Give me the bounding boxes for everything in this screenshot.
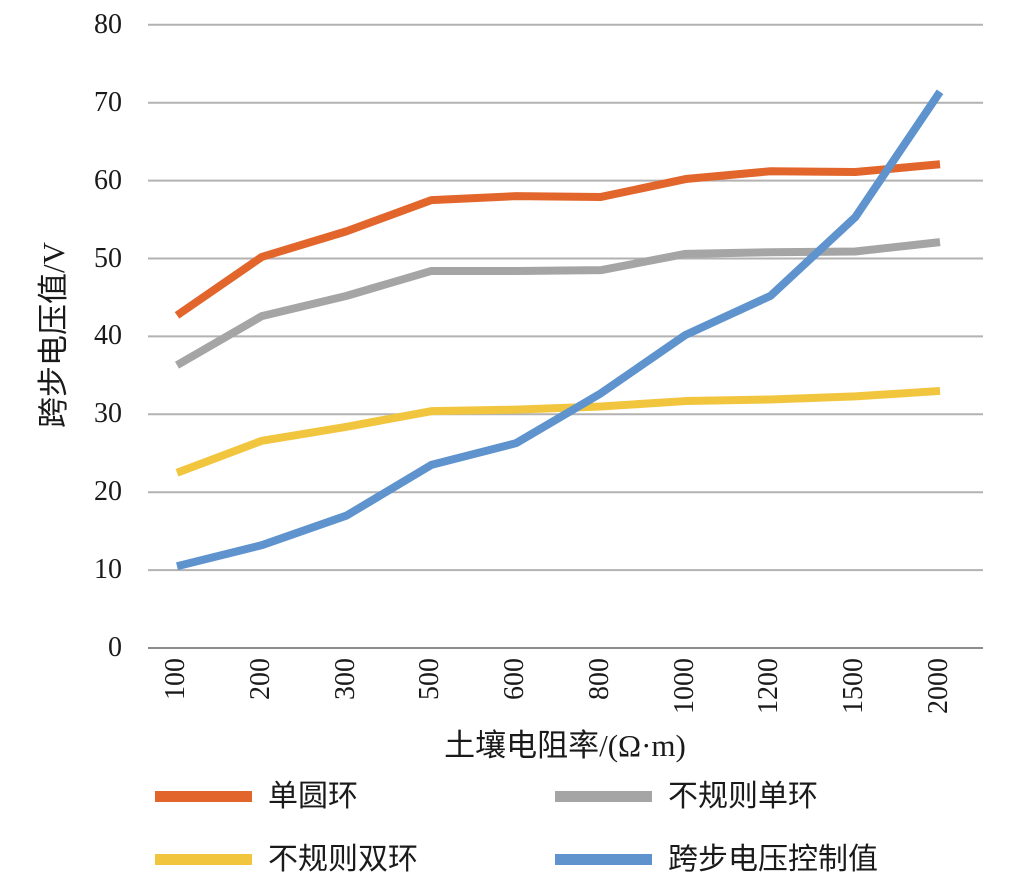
x-tick-label: 200	[244, 658, 276, 700]
legend-swatch	[155, 854, 252, 865]
y-tick-label: 10	[94, 554, 122, 586]
x-tick-label: 1000	[668, 658, 700, 714]
x-axis-title: 土壤电阻率/(Ω·m)	[444, 728, 686, 763]
x-tick-label: 100	[160, 658, 191, 700]
y-tick-label: 0	[108, 632, 122, 663]
legend-swatch	[555, 791, 652, 802]
y-tick-label: 20	[94, 476, 122, 508]
x-tick-label: 800	[583, 658, 615, 700]
legend-label: 不规则双环	[268, 843, 418, 876]
series-line	[176, 89, 944, 571]
x-tick-label: 600	[499, 658, 531, 700]
y-tick-label: 60	[94, 164, 122, 196]
x-tick-label: 500	[414, 658, 446, 700]
legend-label: 跨步电压控制值	[668, 843, 878, 876]
y-tick-label: 70	[94, 86, 122, 118]
y-tick-label: 40	[94, 320, 122, 352]
legend-swatch	[555, 854, 652, 865]
legend-swatch	[155, 791, 252, 802]
series-line	[175, 386, 941, 477]
y-tick-label: 30	[94, 398, 122, 430]
series-line	[174, 160, 941, 319]
y-tick-label: 50	[94, 242, 122, 274]
y-tick-label: 80	[94, 8, 122, 40]
legend-label: 不规则单环	[668, 780, 818, 813]
x-tick-label: 1200	[753, 658, 785, 714]
x-tick-label: 1500	[838, 658, 870, 714]
legend-label: 单圆环	[268, 780, 358, 813]
x-tick-label: 2000	[923, 658, 955, 714]
series-line	[174, 238, 941, 369]
y-axis-title: 跨步电压值/V	[36, 242, 71, 428]
x-tick-label: 300	[329, 658, 361, 700]
